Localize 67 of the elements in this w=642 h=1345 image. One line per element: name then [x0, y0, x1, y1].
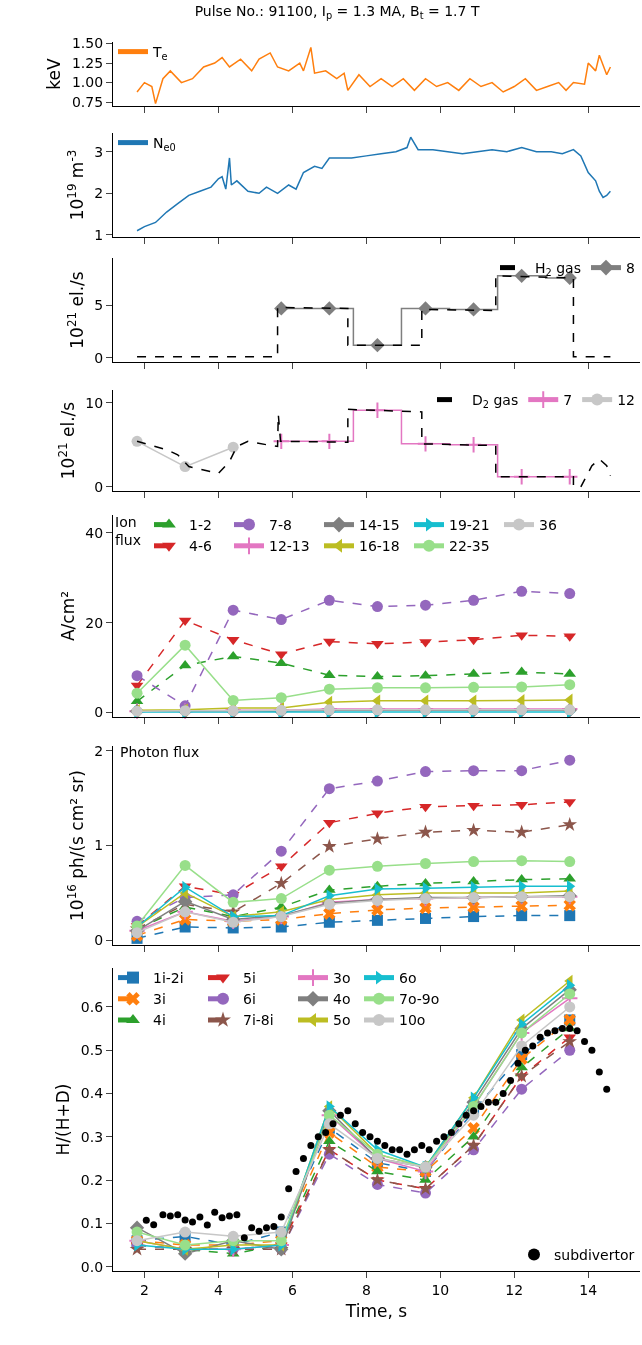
- legend-label: 10o: [399, 1012, 426, 1029]
- y-tick-label: 0: [94, 478, 104, 495]
- y-tick-label: 1: [94, 837, 104, 854]
- y-tick-label: 0.5: [80, 1042, 104, 1059]
- y-tick-label: 1: [94, 226, 104, 243]
- y-tick-label: 0.75: [71, 94, 104, 110]
- legend-label: 5o: [333, 1012, 351, 1029]
- legend-label: 14-15: [359, 517, 400, 534]
- legend-label: 22-35: [449, 538, 490, 555]
- legend-title: Ion flux: [115, 514, 141, 549]
- legend-label: 12-13: [269, 538, 310, 555]
- legend-label: 4i: [153, 1012, 166, 1029]
- legend-label: 1-2: [188, 517, 212, 534]
- y-tick-label: 1.00: [71, 74, 104, 91]
- y-tick-label: 5: [94, 297, 104, 314]
- legend-label: 7o-9o: [399, 991, 440, 1008]
- y-axis-title: A/cm²: [57, 590, 78, 642]
- y-tick-label: 1.50: [71, 35, 104, 52]
- chart-title: Pulse No.: 91100, I$_{p}$ = 1.3 MA, B$_{t}$ = 1.7 T: [194, 2, 480, 21]
- y-tick-label: 3: [94, 143, 104, 160]
- x-tick-label: 14: [579, 1281, 598, 1298]
- x-tick-label: 2: [139, 1281, 149, 1298]
- y-tick-label: 0.3: [80, 1128, 104, 1145]
- y-tick-label: 10: [85, 394, 104, 411]
- legend-label: subdivertor: [554, 1247, 635, 1264]
- x-tick-label: 8: [361, 1281, 371, 1298]
- legend-label: 12: [617, 392, 635, 409]
- y-tick-label: 2: [94, 742, 104, 759]
- legend-label: 6i: [243, 991, 256, 1008]
- y-tick-label: 0: [94, 932, 104, 949]
- legend-label: 8: [625, 260, 635, 277]
- x-tick-label: 4: [213, 1281, 223, 1298]
- legend-label: 16-18: [359, 538, 400, 555]
- legend-label: 7: [563, 392, 573, 409]
- y-tick-label: 0.1: [80, 1215, 104, 1232]
- y-tick-label: 2: [94, 185, 104, 202]
- legend-label: 7-8: [269, 517, 292, 534]
- x-axis-title: Time, s: [344, 1301, 408, 1322]
- legend-label: 5i: [243, 970, 256, 987]
- y-axis-title: keV: [44, 57, 65, 90]
- y-tick-label: 40: [85, 524, 104, 541]
- y-tick-label: 20: [85, 614, 104, 631]
- x-tick-label: 10: [431, 1281, 450, 1298]
- legend-label: 4o: [333, 991, 351, 1008]
- legend-label: 19-21: [449, 517, 490, 534]
- x-tick-label: 12: [505, 1281, 524, 1298]
- y-tick-label: 0: [94, 349, 104, 366]
- y-tick-label: 0.0: [80, 1258, 104, 1275]
- legend-label: 3i: [153, 991, 166, 1008]
- legend-label: 6o: [399, 970, 417, 987]
- y-tick-label: 0.2: [80, 1172, 104, 1188]
- legend-label: 7i-8i: [243, 1012, 274, 1029]
- y-tick-label: 1.25: [71, 54, 104, 71]
- legend-label: T$_{e}$: [152, 44, 168, 62]
- y-tick-label: 0: [94, 704, 104, 721]
- legend-label: 1i-2i: [153, 970, 184, 987]
- x-tick-label: 6: [287, 1281, 297, 1298]
- legend-label: 3o: [333, 970, 351, 987]
- legend-label: 4-6: [188, 538, 212, 555]
- y-tick-label: 0.4: [80, 1085, 104, 1102]
- legend-label: 36: [539, 517, 557, 534]
- legend-label: H$_{2}$ gas: [535, 260, 581, 278]
- y-tick-label: 0.6: [80, 998, 104, 1015]
- legend-label: D$_{2}$ gas: [472, 392, 519, 410]
- annotation: Photon flux: [120, 744, 200, 760]
- y-axis-title: H/(H+D): [53, 1083, 74, 1156]
- legend-label: N$_{e0}$: [153, 135, 176, 153]
